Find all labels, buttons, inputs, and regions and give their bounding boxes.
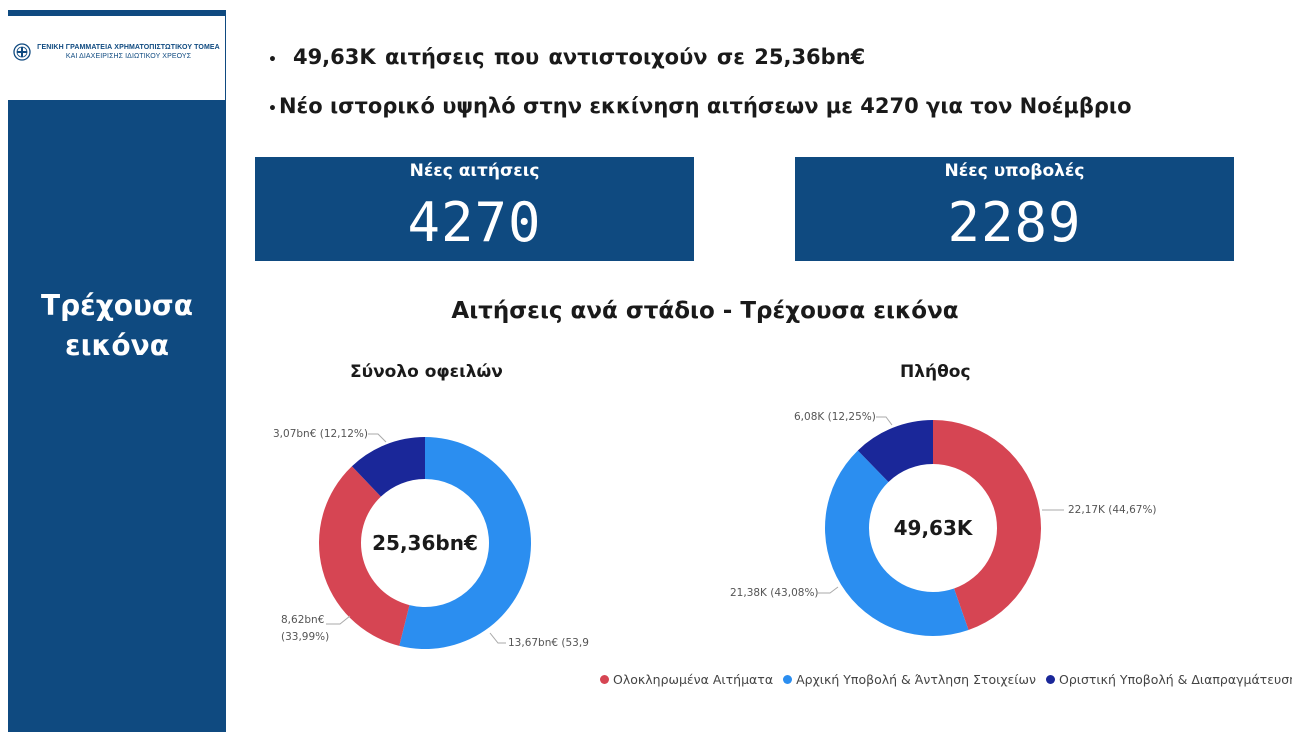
bullet-dot: • <box>268 101 277 117</box>
legend-label: Οριστική Υποβολή & Διαπραγμάτευση <box>1058 672 1292 687</box>
sidebar-title: Τρέχουσα εικόνα <box>8 286 226 366</box>
kpi-new-submissions: Νέες υποβολές 2289 <box>795 157 1234 261</box>
data-label-leader <box>368 433 387 443</box>
logo: ΓΕΝΙΚΗ ΓΡΑΜΜΑΤΕΙΑ ΧΡΗΜΑΤΟΠΙΣΤΩΤΙΚΟΥ ΤΟΜΕ… <box>8 16 225 100</box>
greek-emblem-icon <box>13 43 31 61</box>
data-label: 3,07bn€ (12,12%) <box>273 428 368 440</box>
bullet-text: 49,63K αιτήσεις που αντιστοιχούν σε 25,3… <box>292 45 866 69</box>
bullet-text: Νέο ιστορικό υψηλό στην εκκίνηση αιτήσεω… <box>278 94 1132 118</box>
legend-label: Αρχική Υποβολή & Άντληση Στοιχείων <box>796 672 1036 687</box>
data-label: 13,67bn€ (53,9 <box>508 637 589 649</box>
donut-center-label: 25,36bn€ <box>372 531 478 555</box>
slice-initial[interactable] <box>399 437 532 649</box>
chart-title-count: Πλήθος <box>900 362 971 382</box>
legend-label: Ολοκληρωμένα Αιτήματα <box>613 672 774 687</box>
chart-title-debt: Σύνολο οφειλών <box>350 362 503 382</box>
slice-completed[interactable] <box>319 466 410 646</box>
logo-line1: ΓΕΝΙΚΗ ΓΡΑΜΜΑΤΕΙΑ ΧΡΗΜΑΤΟΠΙΣΤΩΤΙΚΟΥ ΤΟΜΕ… <box>37 44 220 51</box>
sidebar-title-line2: εικόνα <box>65 329 169 362</box>
bullet-applications-total: • 49,63K αιτήσεις που αντιστοιχούν σε 25,… <box>268 45 865 69</box>
legend-swatch-icon <box>1045 675 1055 684</box>
legend-item[interactable]: Αρχική Υποβολή & Άντληση Στοιχείων <box>783 672 1036 687</box>
data-label-leader <box>489 632 506 644</box>
kpi-value: 4270 <box>407 191 542 254</box>
kpi-label: Νέες αιτήσεις <box>409 161 540 181</box>
bullet-record-high: •Νέο ιστορικό υψηλό στην εκκίνηση αιτήσε… <box>268 94 1132 118</box>
section-title: Αιτήσεις ανά στάδιο - Τρέχουσα εικόνα <box>451 298 959 324</box>
kpi-value: 2289 <box>947 191 1082 254</box>
chart-legend: Ολοκληρωμένα Αιτήματα Αρχική Υποβολή & Άν… <box>600 672 1292 687</box>
data-label: 8,62bn€ <box>281 614 324 626</box>
sidebar-panel <box>8 10 226 732</box>
data-label-leader <box>326 615 351 625</box>
bullet-dot: • <box>268 52 277 68</box>
legend-item[interactable]: Οριστική Υποβολή & Διαπραγμάτευση <box>1045 672 1292 687</box>
data-label-percent: (33,99%) <box>281 631 329 643</box>
legend-item[interactable]: Ολοκληρωμένα Αιτήματα <box>600 672 773 687</box>
legend-swatch-icon <box>600 675 609 684</box>
kpi-new-applications: Νέες αιτήσεις 4270 <box>255 157 694 261</box>
legend-swatch-icon <box>783 675 793 684</box>
sidebar-title-line1: Τρέχουσα <box>41 289 193 322</box>
slice-final[interactable] <box>351 437 425 497</box>
logo-line2: ΚΑΙ ΔΙΑΧΕΙΡΙΣΗΣ ΙΔΙΩΤΙΚΟΥ ΧΡΕΟΥΣ <box>65 53 192 60</box>
kpi-label: Νέες υποβολές <box>944 161 1085 181</box>
